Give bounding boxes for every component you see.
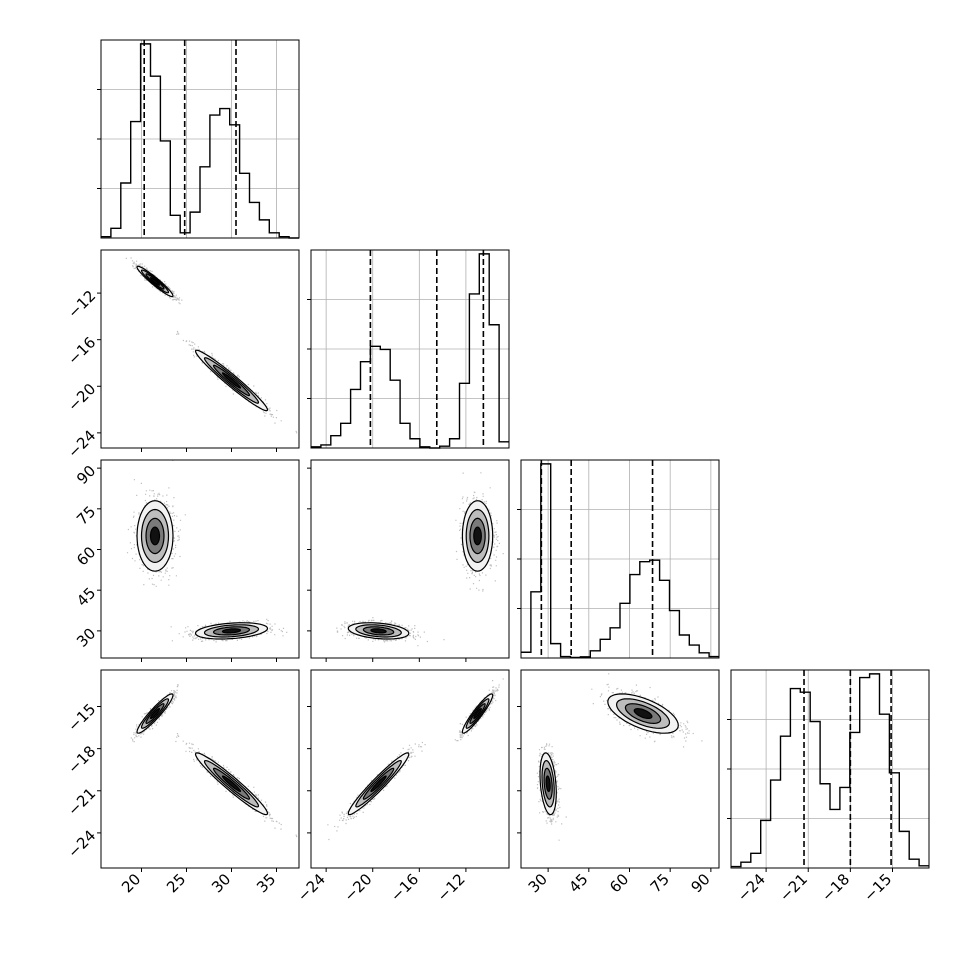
axes-frame (730, 669, 930, 869)
y-tick-label: −18 (64, 742, 99, 777)
x-tick-label: −24 (734, 870, 769, 905)
y-tick-label: −24 (64, 426, 99, 461)
panel-content (125, 257, 298, 434)
panel-content (327, 678, 504, 841)
density-contour (370, 628, 387, 634)
scatter-panel-2-1 (307, 467, 504, 662)
density-contour (473, 526, 482, 546)
y-tick-label: 75 (73, 502, 99, 528)
density-contour (221, 775, 242, 793)
data-points (327, 678, 504, 841)
axes-frame (520, 459, 720, 659)
y-tick-label: 90 (73, 462, 99, 488)
x-tick-label: −18 (818, 870, 853, 905)
density-contour (149, 708, 161, 719)
x-tick-label: −16 (387, 870, 422, 905)
scatter-panel-3-2 (517, 673, 712, 872)
y-tick-label: −16 (64, 333, 99, 368)
panel-content (130, 684, 298, 838)
x-tick-label: 45 (565, 870, 591, 896)
scatter-panel-3-1 (307, 678, 504, 872)
density-contour (473, 708, 482, 719)
axes-frame (100, 39, 300, 239)
x-tick-label: −15 (860, 870, 895, 905)
x-tick-label: 35 (253, 870, 279, 896)
histogram-panel-0 (97, 40, 299, 239)
x-tick-label: 30 (525, 870, 551, 896)
axes-frame (100, 669, 300, 869)
x-tick-label: 75 (647, 870, 673, 896)
y-tick-label: 60 (73, 543, 99, 569)
x-tick-label: 30 (208, 870, 234, 896)
x-tick-label: 60 (606, 870, 632, 896)
histogram-step-line (731, 673, 929, 868)
scatter-panel-2-0 (97, 460, 288, 662)
y-tick-label: −24 (64, 827, 99, 862)
x-tick-label: 90 (687, 870, 713, 896)
density-contour (633, 707, 653, 719)
axes-frame (310, 459, 510, 659)
y-tick-label: −21 (64, 784, 99, 819)
histogram-panel-2 (517, 460, 719, 659)
x-tick-label: 25 (163, 870, 189, 896)
x-tick-label: −12 (434, 870, 469, 905)
density-contour (221, 628, 242, 634)
y-tick-label: −12 (64, 287, 99, 322)
histogram-panel-3 (727, 670, 929, 868)
density-contour (545, 775, 551, 793)
axes-frame (520, 669, 720, 869)
axes-frame (310, 669, 510, 869)
x-tick-label: −24 (294, 870, 329, 905)
density-contour (149, 526, 161, 546)
density-contour (149, 277, 161, 286)
histogram-panel-1 (307, 250, 509, 449)
scatter-panel-1-0 (97, 257, 298, 452)
panel-content (336, 472, 504, 647)
histogram-step-line (521, 463, 719, 659)
x-tick-label: −20 (340, 870, 375, 905)
y-tick-label: −20 (64, 380, 99, 415)
data-points (125, 257, 298, 434)
y-tick-label: 45 (73, 584, 99, 610)
axes-frame (100, 249, 300, 449)
axes-frame (100, 459, 300, 659)
y-tick-label: 30 (73, 625, 99, 651)
panel-content (536, 673, 703, 841)
panel-content (126, 460, 288, 643)
density-contour (370, 775, 387, 793)
axes-frame (310, 249, 510, 449)
scatter-panel-3-0 (97, 684, 298, 872)
x-tick-label: −21 (776, 870, 811, 905)
density-contour (221, 372, 242, 389)
x-tick-label: 20 (118, 870, 144, 896)
histogram-step-line (311, 253, 509, 449)
y-tick-label: −15 (64, 700, 99, 735)
histogram-step-line (101, 43, 299, 239)
